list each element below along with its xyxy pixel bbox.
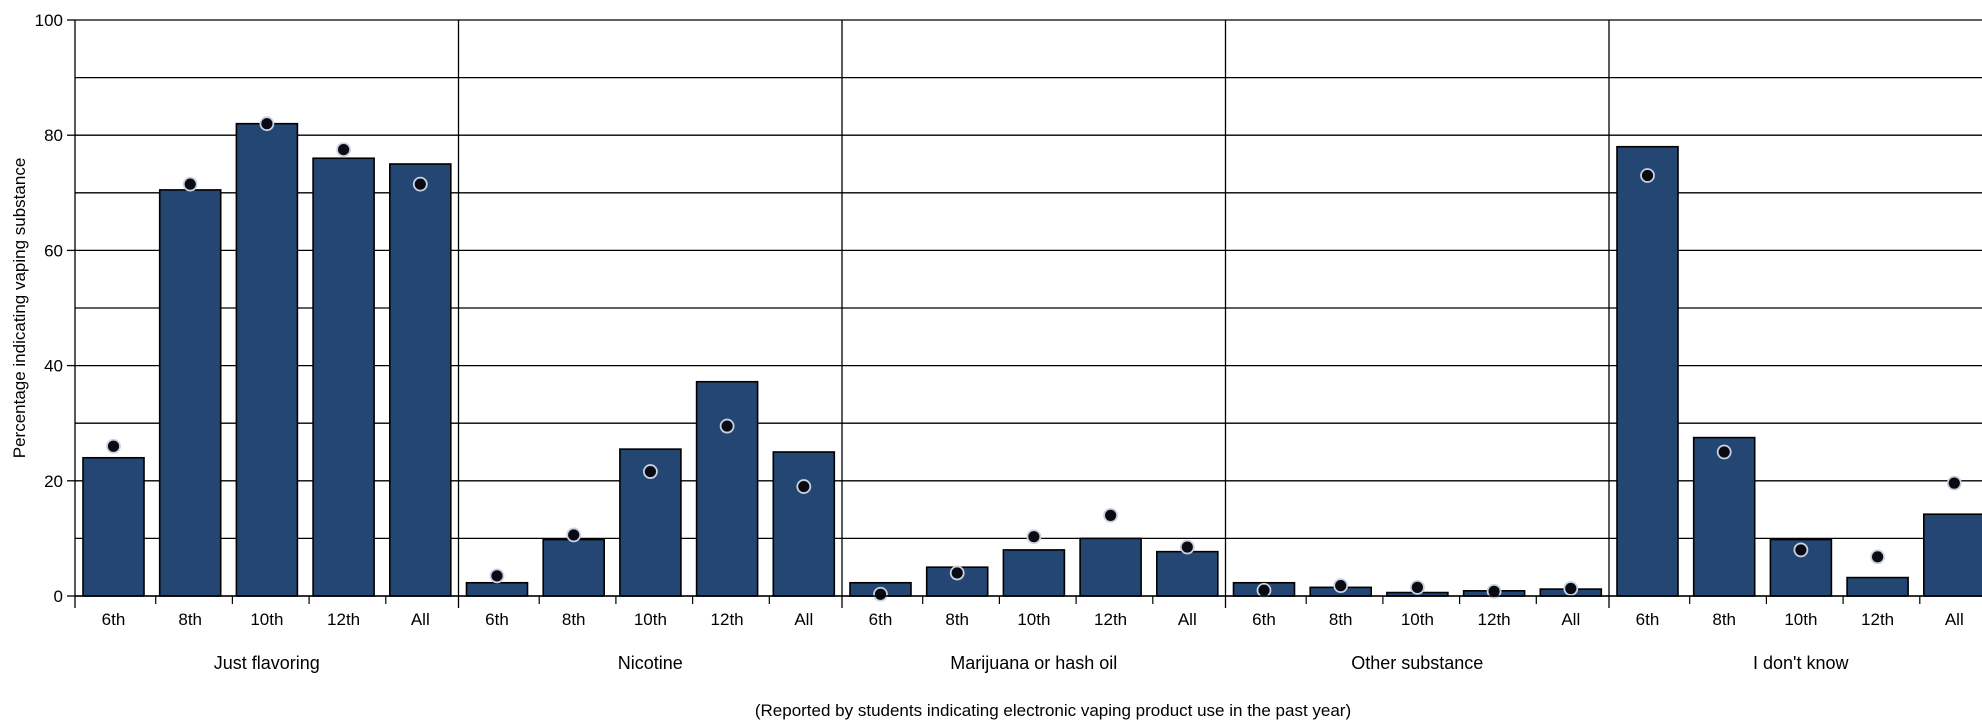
bars — [82, 122, 1982, 597]
bar — [312, 157, 375, 597]
data-point — [259, 116, 275, 132]
x-tick-label: 8th — [178, 610, 202, 629]
y-tick-label: 0 — [54, 587, 63, 606]
x-tick-label: 6th — [102, 610, 126, 629]
x-tick-label: All — [1945, 610, 1964, 629]
bar — [1079, 537, 1142, 597]
data-point — [1256, 582, 1272, 598]
data-point — [1793, 542, 1809, 558]
data-point — [1103, 507, 1118, 523]
bar — [1846, 576, 1909, 597]
group-label: Marijuana or hash oil — [950, 653, 1117, 673]
bar — [82, 456, 145, 597]
x-tick-label: 12th — [327, 610, 360, 629]
bar — [1692, 436, 1756, 597]
bar — [1156, 550, 1219, 597]
y-tick-label: 20 — [44, 472, 63, 491]
axes — [67, 19, 1982, 608]
data-point — [873, 586, 888, 602]
data-point — [949, 565, 965, 581]
bar — [158, 189, 222, 597]
data-point — [1946, 475, 1962, 491]
data-point — [1563, 581, 1579, 596]
data-point — [106, 438, 121, 454]
x-tick-label: 8th — [1712, 610, 1736, 629]
x-tick-label: 12th — [1861, 610, 1894, 629]
group-label: Nicotine — [618, 653, 683, 673]
x-tick-label: 6th — [1636, 610, 1660, 629]
bar — [388, 163, 452, 597]
x-tick-label: 10th — [634, 610, 667, 629]
data-point — [643, 464, 658, 479]
labels: 0 20 40 60 80 100 6th 8th 10th 12th All Just flavor… — [35, 11, 1964, 673]
x-tick-label: All — [1178, 610, 1197, 629]
y-tick-label: 60 — [44, 241, 63, 260]
data-point — [1026, 529, 1042, 545]
x-tick-label: All — [411, 610, 430, 629]
x-tick-label: 12th — [711, 610, 744, 629]
x-tick-label: 12th — [1094, 610, 1127, 629]
x-tick-label: 8th — [1329, 610, 1353, 629]
x-tick-label: 10th — [1784, 610, 1817, 629]
data-point — [336, 142, 352, 158]
bar — [1616, 145, 1679, 597]
dots — [106, 116, 1962, 602]
data-point — [1179, 539, 1195, 555]
bar — [542, 538, 606, 597]
x-axis-note: (Reported by students indicating electro… — [755, 701, 1351, 720]
y-axis-label: Percentage indicating vaping substance — [10, 158, 29, 459]
x-tick-label: All — [1561, 610, 1580, 629]
data-point — [412, 176, 428, 192]
x-tick-label: 6th — [869, 610, 893, 629]
bar — [235, 122, 299, 597]
y-tick-label: 40 — [44, 357, 63, 376]
data-point — [719, 418, 735, 434]
data-point — [182, 176, 198, 192]
y-tick-label: 100 — [35, 11, 63, 30]
bar — [1923, 513, 1982, 597]
data-point — [566, 527, 582, 543]
bar — [465, 581, 529, 597]
y-tick-label: 80 — [44, 126, 63, 145]
x-tick-label: 8th — [945, 610, 969, 629]
data-point — [1333, 578, 1349, 594]
x-tick-label: 10th — [1401, 610, 1434, 629]
x-tick-label: 6th — [1252, 610, 1276, 629]
data-point — [1410, 579, 1425, 595]
x-tick-label: 12th — [1478, 610, 1511, 629]
x-tick-label: 8th — [562, 610, 586, 629]
x-tick-label: All — [794, 610, 813, 629]
group-label: Just flavoring — [214, 653, 320, 673]
group-label: I don't know — [1753, 653, 1849, 673]
x-tick-label: 10th — [1017, 610, 1050, 629]
bar — [695, 380, 759, 597]
x-tick-label: 10th — [250, 610, 283, 629]
data-point — [796, 479, 812, 494]
data-point — [1486, 583, 1502, 599]
data-point — [1640, 168, 1655, 183]
bar — [1002, 549, 1066, 597]
bar — [772, 451, 836, 597]
data-point — [1870, 549, 1885, 565]
x-tick-label: 6th — [485, 610, 509, 629]
group-label: Other substance — [1351, 653, 1483, 673]
data-point — [489, 568, 505, 584]
data-point — [1716, 444, 1732, 460]
